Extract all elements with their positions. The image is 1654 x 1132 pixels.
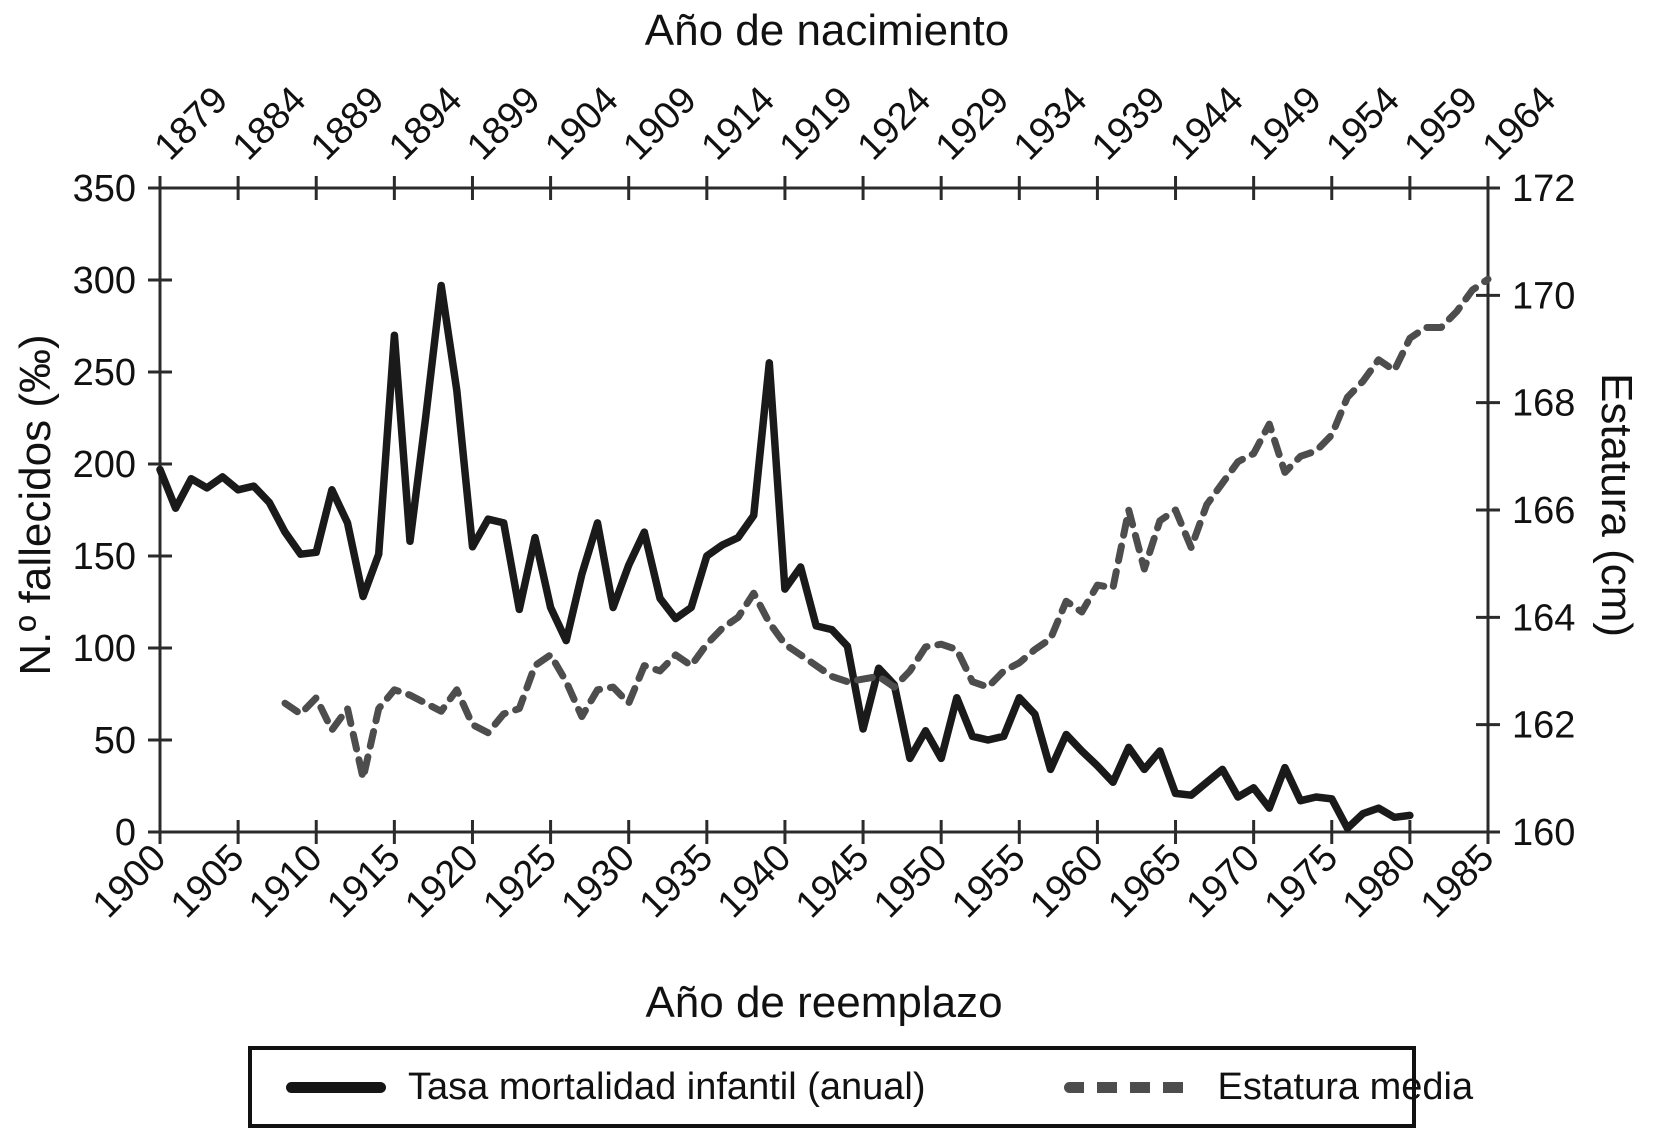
top-tick-label-1954: 1954	[1318, 79, 1407, 168]
top-tick-label-1924: 1924	[850, 79, 939, 168]
legend-label-mortality: Tasa mortalidad infantil (anual)	[408, 1065, 926, 1108]
height-line	[281, 275, 1492, 782]
bottom-tick-label-1955: 1955	[944, 837, 1033, 926]
bottom-tick-label-1965: 1965	[1100, 837, 1189, 926]
left-tick-label-250: 250	[73, 352, 136, 394]
left-axis-title: N.º fallecidos (‰)	[11, 334, 60, 676]
top-tick-label-1889: 1889	[303, 79, 392, 168]
top-tick-label-1904: 1904	[537, 79, 626, 168]
top-tick-label-1964: 1964	[1475, 79, 1564, 168]
bottom-tick-label-1945: 1945	[788, 837, 877, 926]
right-tick-label-166: 166	[1512, 490, 1575, 532]
left-tick-label-150: 150	[73, 536, 136, 578]
top-tick-label-1899: 1899	[459, 79, 548, 168]
top-tick-label-1934: 1934	[1006, 79, 1095, 168]
bottom-tick-label-1940: 1940	[710, 837, 799, 926]
top-tick-label-1894: 1894	[381, 79, 470, 168]
left-tick-label-200: 200	[73, 444, 136, 486]
bottom-tick-label-1920: 1920	[397, 837, 486, 926]
right-tick-label-160: 160	[1512, 812, 1575, 854]
right-tick-label-168: 168	[1512, 383, 1575, 425]
right-tick-label-170: 170	[1512, 275, 1575, 317]
top-tick-label-1944: 1944	[1162, 79, 1251, 168]
right-tick-label-162: 162	[1512, 705, 1575, 747]
right-tick-label-164: 164	[1512, 597, 1575, 639]
left-tick-label-300: 300	[73, 260, 136, 302]
top-tick-label-1884: 1884	[225, 79, 314, 168]
left-tick-label-50: 50	[94, 720, 136, 762]
bottom-axis-title: Año de reemplazo	[645, 978, 1003, 1027]
top-axis-title: Año de nacimiento	[644, 6, 1010, 55]
bottom-tick-label-1935: 1935	[632, 837, 721, 926]
bottom-tick-label-1925: 1925	[475, 837, 564, 926]
bottom-tick-label-1905: 1905	[163, 837, 252, 926]
bottom-tick-label-1980: 1980	[1335, 837, 1424, 926]
mortality-line	[156, 281, 1414, 833]
right-tick-label-172: 172	[1512, 168, 1575, 210]
bottom-tick-label-1910: 1910	[241, 837, 330, 926]
bottom-tick-label-1950: 1950	[866, 837, 955, 926]
legend-dashed-line-swatch	[1063, 1081, 1196, 1093]
top-tick-label-1879: 1879	[147, 79, 236, 168]
right-axis-title: Estatura (cm)	[1592, 372, 1641, 638]
top-tick-label-1939: 1939	[1084, 79, 1173, 168]
bottom-tick-label-1970: 1970	[1179, 837, 1268, 926]
bottom-tick-label-1975: 1975	[1257, 837, 1346, 926]
top-tick-label-1949: 1949	[1240, 79, 1329, 168]
top-tick-label-1914: 1914	[693, 79, 782, 168]
left-tick-label-0: 0	[115, 812, 136, 854]
left-tick-label-100: 100	[73, 628, 136, 670]
legend-box: Tasa mortalidad infantil (anual) Estatur…	[248, 1046, 1473, 1128]
top-tick-label-1929: 1929	[928, 79, 1017, 168]
top-tick-label-1919: 1919	[772, 79, 861, 168]
bottom-tick-label-1915: 1915	[319, 837, 408, 926]
legend-label-height: Estatura media	[1217, 1065, 1474, 1108]
top-tick-label-1909: 1909	[615, 79, 704, 168]
bottom-tick-label-1930: 1930	[554, 837, 643, 926]
bottom-tick-label-1985: 1985	[1413, 837, 1502, 926]
legend-solid-line-swatch	[286, 1081, 386, 1093]
chart-frame	[158, 186, 1490, 834]
left-tick-label-350: 350	[73, 168, 136, 210]
top-tick-label-1959: 1959	[1397, 79, 1486, 168]
bottom-tick-label-1960: 1960	[1022, 837, 1111, 926]
